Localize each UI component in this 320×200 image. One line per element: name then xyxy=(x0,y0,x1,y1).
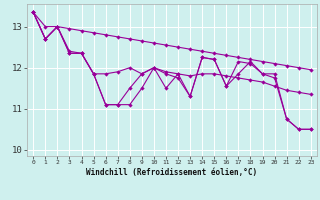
X-axis label: Windchill (Refroidissement éolien,°C): Windchill (Refroidissement éolien,°C) xyxy=(86,168,258,177)
